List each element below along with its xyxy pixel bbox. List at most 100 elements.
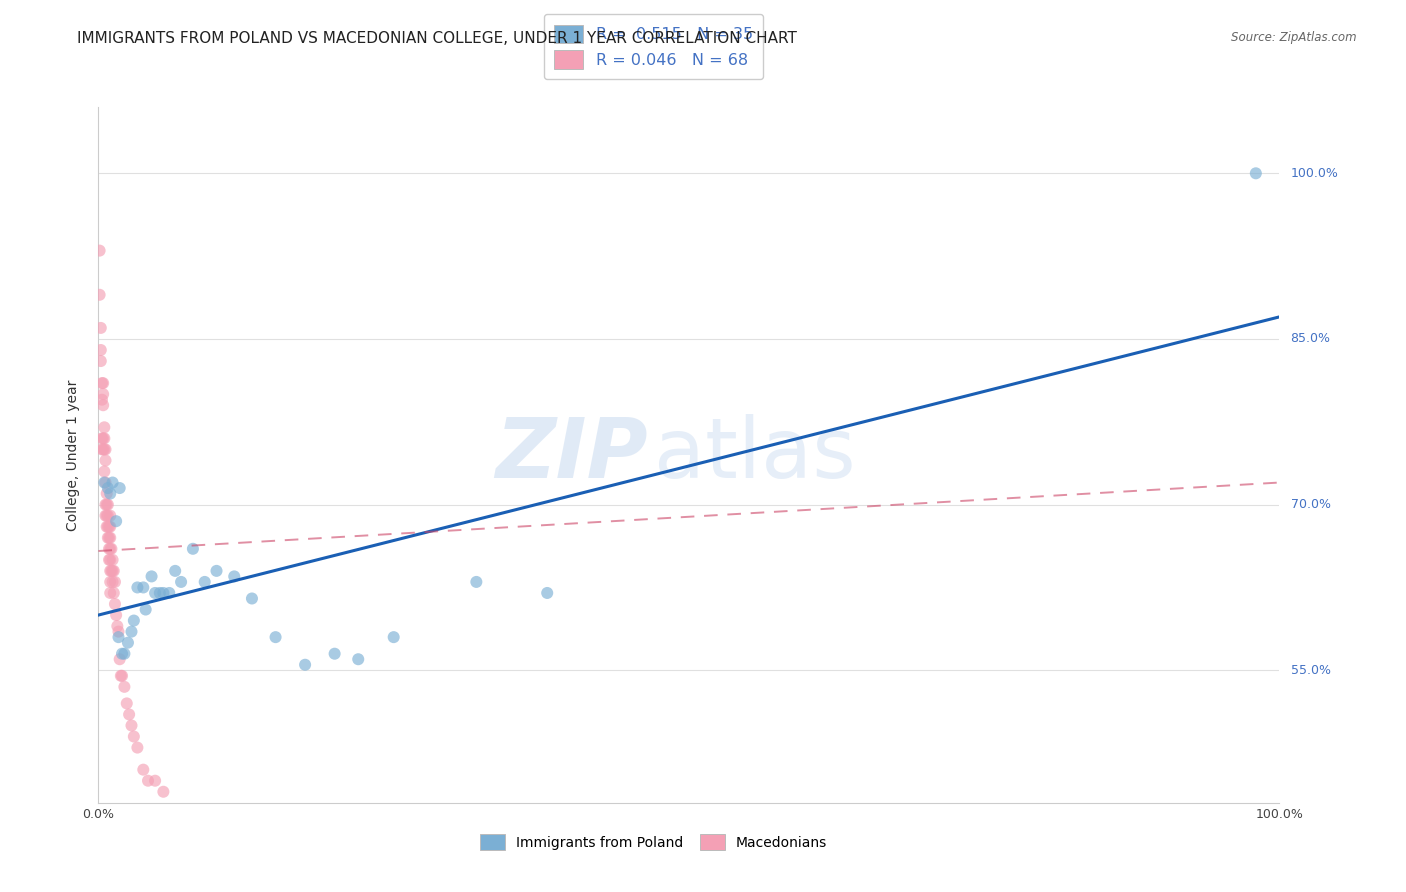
Point [98, 508, 121, 523]
Text: 100.0%: 100.0% [1291, 167, 1339, 180]
Point [91, 398, 114, 412]
Text: 85.0%: 85.0% [1291, 333, 1330, 345]
Point [107, 624, 129, 639]
Point [89, 244, 111, 258]
Point [98, 574, 121, 589]
Point [94, 442, 117, 457]
Point [96, 498, 118, 512]
Text: ZIP: ZIP [495, 415, 648, 495]
Point [91, 387, 114, 401]
Point [101, 564, 124, 578]
Text: 70.0%: 70.0% [1291, 498, 1330, 511]
Text: 55.0%: 55.0% [1291, 664, 1330, 677]
Point [91, 376, 114, 391]
Point [152, 785, 174, 799]
Point [98, 531, 121, 545]
Point [98, 541, 121, 556]
Point [1244, 166, 1267, 180]
Point [96, 508, 118, 523]
Point [91, 442, 114, 457]
Point [181, 541, 204, 556]
Point [224, 569, 246, 583]
Point [100, 541, 122, 556]
Point [143, 586, 166, 600]
Point [90, 321, 112, 335]
Point [107, 630, 129, 644]
Text: IMMIGRANTS FROM POLAND VS MACEDONIAN COLLEGE, UNDER 1 YEAR CORRELATION CHART: IMMIGRANTS FROM POLAND VS MACEDONIAN COL… [77, 31, 797, 46]
Point [194, 574, 217, 589]
Point [294, 657, 316, 672]
Point [157, 586, 180, 600]
Point [101, 553, 124, 567]
Point [98, 531, 121, 545]
Point [205, 564, 228, 578]
Point [127, 581, 149, 595]
Point [141, 569, 163, 583]
Point [96, 519, 118, 533]
Point [121, 718, 143, 732]
Point [465, 574, 488, 589]
Point [98, 519, 121, 533]
Point [165, 564, 187, 578]
Point [104, 574, 127, 589]
Point [98, 519, 121, 533]
Point [143, 773, 166, 788]
Point [117, 635, 139, 649]
Point [94, 508, 117, 523]
Point [110, 669, 132, 683]
Point [132, 581, 155, 595]
Point [100, 564, 122, 578]
Point [98, 553, 121, 567]
Point [91, 392, 114, 407]
Point [94, 475, 117, 490]
Point [97, 508, 120, 523]
Point [93, 475, 115, 490]
Point [323, 647, 346, 661]
Point [91, 431, 114, 445]
Point [536, 586, 558, 600]
Point [127, 740, 149, 755]
Point [112, 680, 135, 694]
Point [111, 669, 134, 683]
Point [240, 591, 263, 606]
Point [98, 586, 121, 600]
Point [170, 574, 193, 589]
Point [132, 763, 155, 777]
Point [91, 431, 114, 445]
Point [101, 475, 124, 490]
Point [122, 730, 145, 744]
Point [94, 453, 117, 467]
Point [264, 630, 287, 644]
Point [105, 514, 128, 528]
Point [112, 647, 135, 661]
Point [103, 564, 125, 578]
Point [108, 481, 131, 495]
Point [90, 343, 112, 357]
Point [93, 465, 115, 479]
Point [347, 652, 370, 666]
Point [105, 608, 128, 623]
Point [98, 564, 121, 578]
Point [97, 531, 120, 545]
Point [98, 553, 121, 567]
Text: Source: ZipAtlas.com: Source: ZipAtlas.com [1232, 31, 1357, 45]
Point [115, 697, 138, 711]
Point [98, 486, 121, 500]
Point [105, 619, 128, 633]
Point [108, 652, 131, 666]
Point [89, 287, 111, 301]
Point [91, 376, 114, 391]
Point [91, 442, 114, 457]
Point [111, 647, 134, 661]
Point [94, 498, 117, 512]
Point [136, 773, 159, 788]
Point [93, 431, 115, 445]
Legend: Immigrants from Poland, Macedonians: Immigrants from Poland, Macedonians [471, 826, 835, 858]
Point [98, 541, 121, 556]
Point [152, 586, 174, 600]
Point [101, 574, 124, 589]
Point [122, 614, 145, 628]
Point [121, 624, 143, 639]
Point [103, 586, 125, 600]
Point [93, 420, 115, 434]
